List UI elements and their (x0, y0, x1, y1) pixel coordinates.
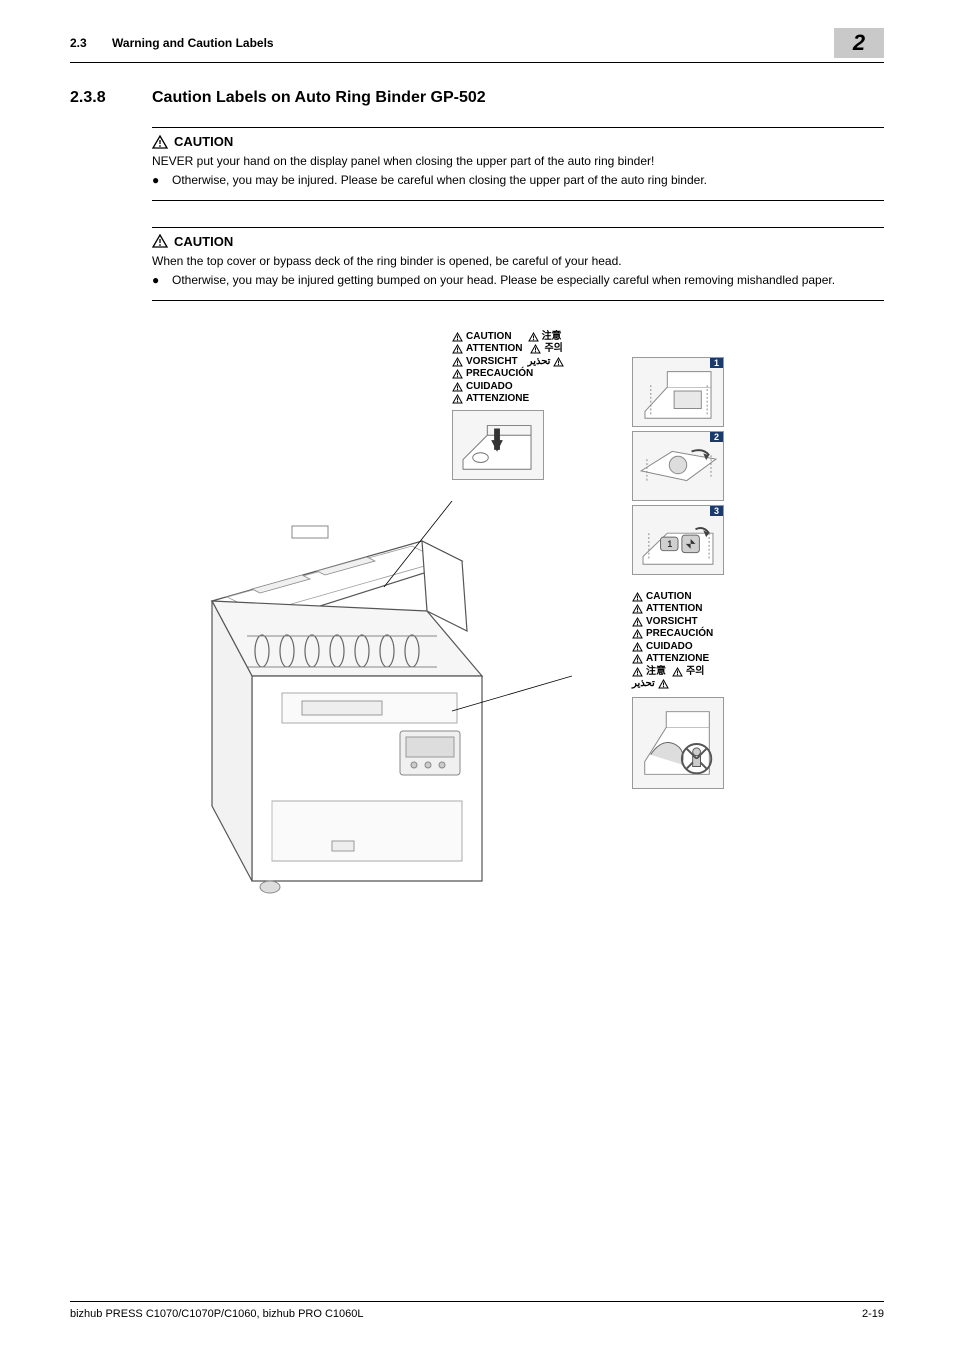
warning-triangle-icon (632, 667, 643, 677)
caution-block-2: CAUTION When the top cover or bypass dec… (152, 227, 884, 301)
warning-triangle-icon (672, 667, 683, 677)
page-header: 2.3 Warning and Caution Labels 2 (70, 28, 884, 63)
lbl: ATTENZIONE (646, 653, 709, 666)
caution-body: NEVER put your hand on the display panel… (152, 153, 884, 190)
lbl: CUIDADO (466, 381, 513, 394)
lbl: 注意 (646, 666, 666, 679)
warning-triangle-icon (452, 394, 463, 404)
lbl: PRECAUCIÓN (646, 628, 713, 641)
caution-bullet-row: ● Otherwise, you may be injured getting … (152, 272, 884, 289)
lbl: ATTENZIONE (466, 393, 529, 406)
caution-lead: NEVER put your hand on the display panel… (152, 153, 884, 170)
footer-right: 2-19 (862, 1308, 884, 1320)
caution-header: CAUTION (152, 134, 884, 149)
caution-block-1: CAUTION NEVER put your hand on the displ… (152, 127, 884, 201)
warning-triangle-icon (152, 135, 168, 149)
section-heading: 2.3.8 Caution Labels on Auto Ring Binder… (70, 89, 884, 107)
caution-label-top: CAUTION 注意 ATTENTION 주의 VORSICHT ﺗﺤﺬﻳﺮ PREC… (452, 331, 567, 480)
caution-label-right: CAUTION ATTENTION VORSICHT PRECAUCIÓN CU… (632, 591, 724, 789)
page-footer: bizhub PRESS C1070/C1070P/C1060, bizhub … (70, 1301, 884, 1320)
lbl: VORSICHT (646, 616, 698, 629)
header-section-number: 2.3 (70, 36, 87, 50)
caution-bullet-text: Otherwise, you may be injured getting bu… (172, 272, 884, 289)
warning-triangle-icon (632, 654, 643, 664)
rule (152, 200, 884, 201)
lbl: ATTENTION (466, 343, 522, 356)
warning-triangle-icon (658, 679, 669, 689)
rule (152, 300, 884, 301)
caution-bullet-text: Otherwise, you may be injured. Please be… (172, 172, 884, 189)
device-diagram (152, 501, 572, 911)
svg-text:1: 1 (667, 538, 672, 548)
step-number: 2 (710, 432, 723, 442)
header-left: 2.3 Warning and Caution Labels (70, 36, 274, 50)
lbl: 注意 (542, 331, 562, 344)
lbl: CAUTION (646, 591, 692, 604)
lbl: 주의 (544, 343, 562, 356)
chapter-badge: 2 (834, 28, 884, 58)
footer-left: bizhub PRESS C1070/C1070P/C1060, bizhub … (70, 1308, 364, 1320)
chapter-badge-number: 2 (853, 30, 865, 56)
caution-lead: When the top cover or bypass deck of the… (152, 253, 884, 270)
lbl: VORSICHT (466, 356, 518, 369)
label-thumbnail-top (452, 410, 544, 480)
warning-triangle-icon (452, 357, 463, 367)
step-number: 3 (710, 506, 723, 516)
step-number: 1 (710, 358, 723, 368)
caution-header: CAUTION (152, 234, 884, 249)
warning-triangle-icon (452, 344, 463, 354)
warning-triangle-icon (452, 382, 463, 392)
step-thumbnail-3: 3 1 (632, 505, 724, 575)
warning-triangle-icon (632, 592, 643, 602)
warning-triangle-icon (152, 234, 168, 248)
bullet-icon: ● (152, 272, 172, 289)
lbl: ATTENTION (646, 603, 702, 616)
warning-triangle-icon (452, 332, 463, 342)
bullet-icon: ● (152, 172, 172, 189)
warning-triangle-icon (530, 344, 541, 354)
rule (152, 127, 884, 128)
caution-bullet-row: ● Otherwise, you may be injured. Please … (152, 172, 884, 189)
caution-heading-text: CAUTION (174, 134, 233, 149)
warning-triangle-icon (632, 642, 643, 652)
warning-triangle-icon (452, 369, 463, 379)
rule (152, 227, 884, 228)
label-thumbnail-right (632, 697, 724, 789)
warning-triangle-icon (632, 629, 643, 639)
section-title-text: Caution Labels on Auto Ring Binder GP-50… (152, 89, 486, 107)
step-thumbnail-2: 2 (632, 431, 724, 501)
caution-heading-text: CAUTION (174, 234, 233, 249)
step-thumbnail-1: 1 (632, 357, 724, 427)
warning-triangle-icon (632, 617, 643, 627)
header-section-title: Warning and Caution Labels (112, 36, 274, 50)
lbl: ﺗﺤﺬﻳﺮ (528, 356, 551, 369)
lbl: PRECAUCIÓN (466, 368, 533, 381)
caution-body: When the top cover or bypass deck of the… (152, 253, 884, 290)
warning-triangle-icon (528, 332, 539, 342)
section-number: 2.3.8 (70, 89, 152, 107)
warning-triangle-icon (553, 357, 564, 367)
lbl: 주의 (686, 666, 704, 679)
warning-triangle-icon (632, 604, 643, 614)
lbl: CUIDADO (646, 641, 693, 654)
lbl: CAUTION (466, 331, 512, 344)
diagram-area: CAUTION 注意 ATTENTION 주의 VORSICHT ﺗﺤﺬﻳﺮ PREC… (152, 331, 872, 931)
lbl: ﺗﺤﺬﻳﺮ (632, 678, 655, 691)
